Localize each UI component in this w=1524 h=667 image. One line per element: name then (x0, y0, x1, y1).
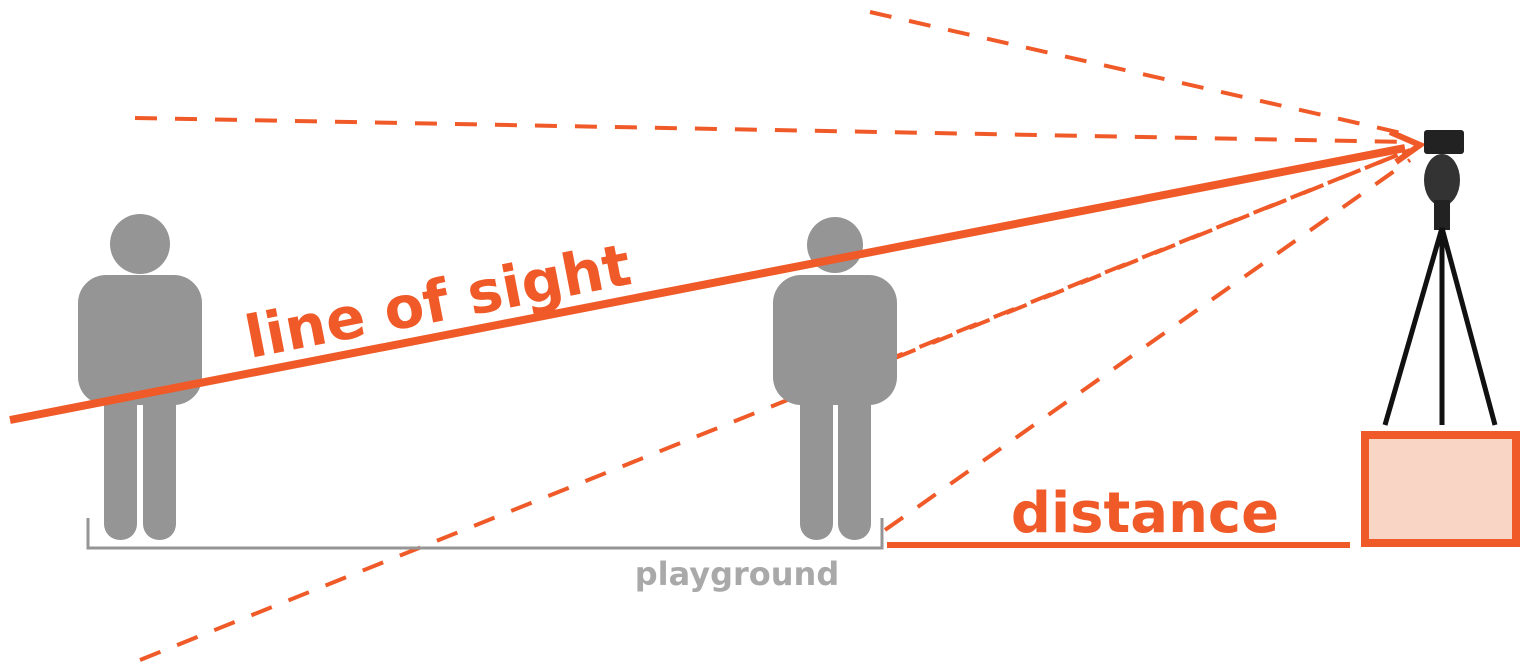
view-ray (885, 160, 1410, 530)
line-of-sight-label: line of sight (240, 230, 637, 371)
box (1365, 435, 1516, 543)
view-ray (135, 118, 1410, 142)
camera-tripod (1385, 130, 1495, 425)
page: {"labels": {"line_of_sight": "line of si… (0, 0, 1524, 667)
line-of-sight (10, 148, 1405, 420)
view-ray (870, 12, 1410, 135)
distance-label: distance (1011, 481, 1279, 546)
diagram: line of sight playground distance (0, 0, 1524, 667)
person-far (78, 214, 202, 540)
playground-label: playground (635, 555, 839, 593)
